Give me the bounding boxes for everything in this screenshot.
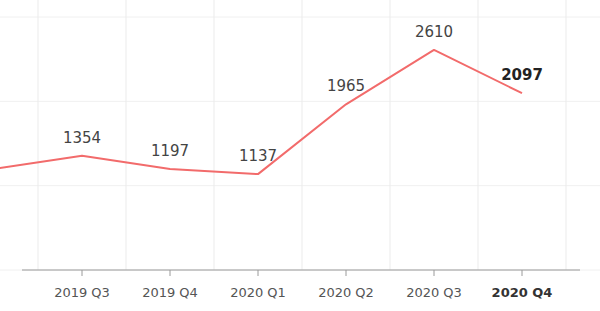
data-label: 1965	[327, 77, 365, 95]
grid-line-y	[0, 185, 600, 186]
x-tick	[82, 270, 83, 276]
x-tick-label: 2020 Q4	[492, 285, 553, 300]
x-axis-line	[22, 270, 580, 271]
line	[0, 50, 522, 174]
data-label: 1354	[63, 129, 101, 147]
x-tick	[258, 270, 259, 276]
x-tick-label: 2020 Q3	[406, 285, 462, 300]
x-tick-label: 2020 Q1	[230, 285, 286, 300]
x-tick	[522, 270, 523, 276]
series-group	[0, 50, 522, 174]
grid-line-x	[566, 0, 567, 270]
grid-line-y	[0, 270, 600, 271]
data-labels: 1354 1197 1137 1965 2610 2097	[63, 23, 543, 165]
chart-svg: 2019 Q3 2019 Q4 2020 Q1 2020 Q2 2020 Q3 2020 …	[0, 0, 600, 311]
data-label: 2097	[501, 66, 543, 84]
grid-line-x	[390, 0, 391, 270]
data-label: 1137	[239, 147, 277, 165]
data-label: 1197	[151, 142, 189, 160]
x-tick	[346, 270, 347, 276]
x-axis: 2019 Q3 2019 Q4 2020 Q1 2020 Q2 2020 Q3 2020 …	[54, 270, 552, 300]
grid-line-x	[214, 0, 215, 270]
chart-container: 2019 Q3 2019 Q4 2020 Q1 2020 Q2 2020 Q3 2020 …	[0, 0, 600, 311]
grid-line-y	[0, 17, 600, 18]
grid-line-x	[302, 0, 303, 270]
x-tick	[434, 270, 435, 276]
grid-line-x	[38, 0, 39, 270]
x-tick-label: 2019 Q3	[54, 285, 110, 300]
grid-line-x	[478, 0, 479, 270]
x-tick	[170, 270, 171, 276]
x-tick-label: 2019 Q4	[142, 285, 198, 300]
x-tick-label: 2020 Q2	[318, 285, 374, 300]
grid-line-y	[0, 101, 600, 102]
grid	[0, 0, 600, 270]
grid-line-x	[126, 0, 127, 270]
data-label: 2610	[415, 23, 453, 41]
